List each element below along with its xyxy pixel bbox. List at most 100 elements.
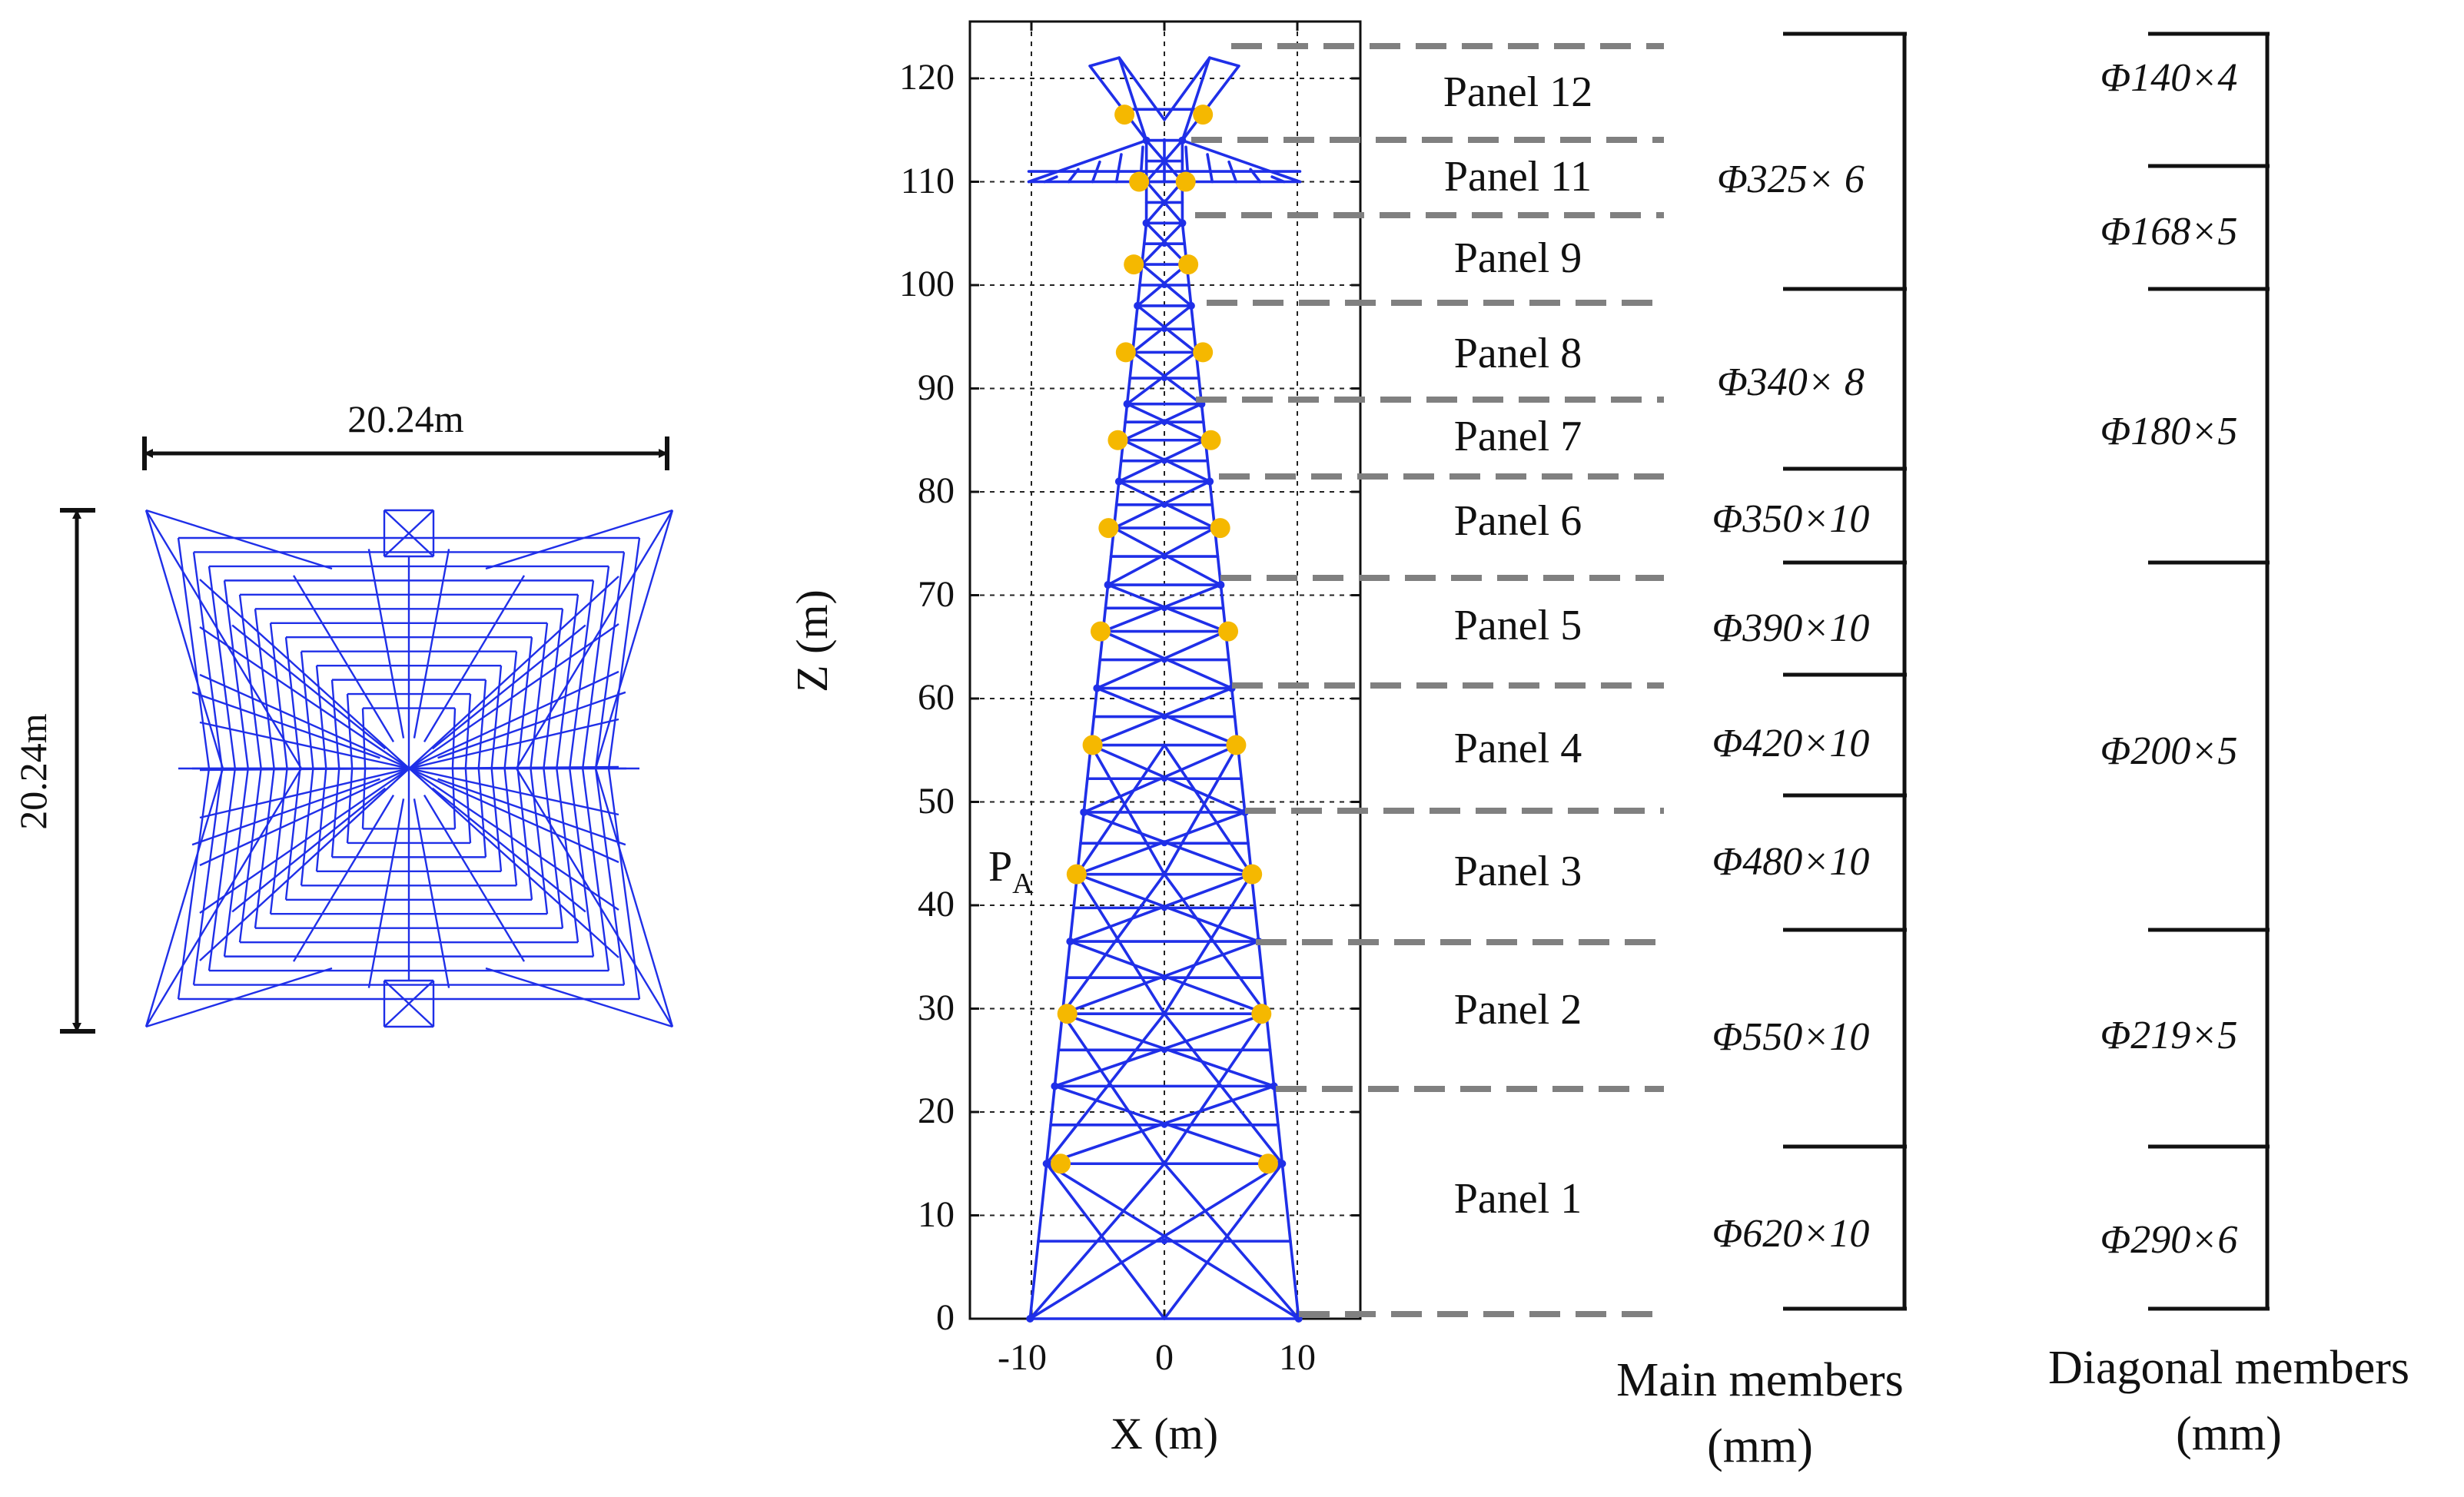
panel-label: Panel 5 [1454,602,1582,649]
joint-point [1257,1153,1278,1174]
plan-member [607,537,641,769]
plan-member [607,768,641,1000]
elevation-axis-ticks [970,22,1360,1320]
member-node [1161,713,1167,720]
plan-member [192,552,224,769]
cross-arm-brace [1206,153,1214,184]
joint-point [1124,254,1144,275]
z-tick-label: 20 [918,1090,955,1131]
joint-point [1082,735,1103,755]
member-node [1161,282,1167,288]
main-members-unit: (mm) [1707,1420,1813,1472]
joint-point [1090,621,1111,642]
plan-member [437,778,626,846]
member-node [1161,1238,1167,1245]
member-node [1042,1160,1051,1168]
plan-member [581,768,610,971]
z-tick-label: 60 [918,677,955,718]
plan-member [490,666,503,769]
joint-point [1051,1153,1071,1174]
z-tick-labels: 0 10 20 30 40 50 60 70 80 90 100 110 120 [899,57,955,1338]
x-axis-label: X (m) [1111,1409,1218,1459]
z-tick-label: 120 [899,57,955,98]
diagonal-member-size: Φ168×5 [2100,210,2238,254]
plan-member [145,967,333,1028]
main-members-bracket [1783,32,1907,1311]
plan-member [530,622,549,769]
member-node [1161,326,1167,333]
plan-member [413,549,450,739]
member-node [1093,684,1101,692]
plan-member [503,768,518,886]
joint-point [1107,430,1128,450]
diagonal-members-title: Diagonal members [2048,1342,2409,1394]
joint-points [1051,105,1278,1174]
plan-member [431,624,586,750]
joint-point [1115,342,1136,363]
tower-main-brace [1163,1162,1284,1320]
joint-point [1175,171,1196,192]
main-member-size: Φ420×10 [1712,722,1870,765]
plan-member [254,609,275,769]
joint-point [1251,1004,1272,1024]
plan-member [346,768,354,843]
member-node [1161,419,1167,426]
plan-member [515,510,674,769]
joint-point [1129,171,1150,192]
tower-main-brace [1075,872,1166,1016]
plan-width-label: 20.24m [347,397,464,440]
member-node [1161,457,1167,464]
plan-member [238,768,262,943]
x-tick-label: 10 [1279,1337,1316,1378]
plan-member [223,768,249,957]
plan-member [177,768,211,1000]
plan-member [284,768,301,900]
plan-member [269,768,288,914]
member-node [1161,775,1167,782]
member-node [1161,553,1167,560]
z-tick-label: 90 [918,367,955,408]
z-tick-label: 100 [899,264,955,304]
diagonal-members-unit: (mm) [2176,1408,2282,1460]
top-peak [1181,56,1211,142]
plan-member [300,651,314,769]
tower-main-brace [1044,1012,1166,1166]
elevation-view: 0 10 20 30 40 50 60 70 80 90 100 110 120… [787,20,1362,1459]
tower-main-brace [1061,1012,1166,1166]
main-member-size: Φ620×10 [1712,1212,1870,1256]
plan-member [231,787,387,913]
panel-label: Panel 9 [1454,234,1582,282]
plan-member [464,694,472,769]
cross-arm-brace [1067,168,1080,184]
diagonal-member-size: Φ290×6 [2100,1218,2238,1262]
member-node [1114,477,1123,486]
tower-main-brace [1163,1012,1284,1166]
plan-member [145,509,333,570]
diagonal-member-size: Φ200×5 [2100,729,2238,773]
tower-elevation-members [1027,56,1302,1320]
plan-member [144,510,224,769]
top-peak [1208,56,1240,68]
joint-point [1200,430,1221,450]
cross-arm-brace [1114,153,1123,184]
main-member-size: Φ480×10 [1712,840,1870,884]
plan-member [223,580,249,769]
plan-member [238,594,262,769]
panel-label: Panel 6 [1454,497,1582,545]
plan-member [284,637,301,769]
member-node [1187,301,1195,310]
member-node [1123,400,1131,408]
plan-member [437,691,626,759]
member-node [1161,375,1167,382]
main-member-size: Φ550×10 [1712,1015,1870,1059]
tower-main-brace [1163,1162,1300,1320]
member-node [1051,1082,1059,1090]
joint-point [1218,621,1239,642]
plan-member [384,980,434,1027]
plan-member [423,795,526,962]
plan-member [191,778,380,846]
plan-member [515,768,674,1027]
member-node [1161,605,1167,612]
top-peak [1088,56,1121,68]
tower-main-brace [1163,872,1268,1016]
